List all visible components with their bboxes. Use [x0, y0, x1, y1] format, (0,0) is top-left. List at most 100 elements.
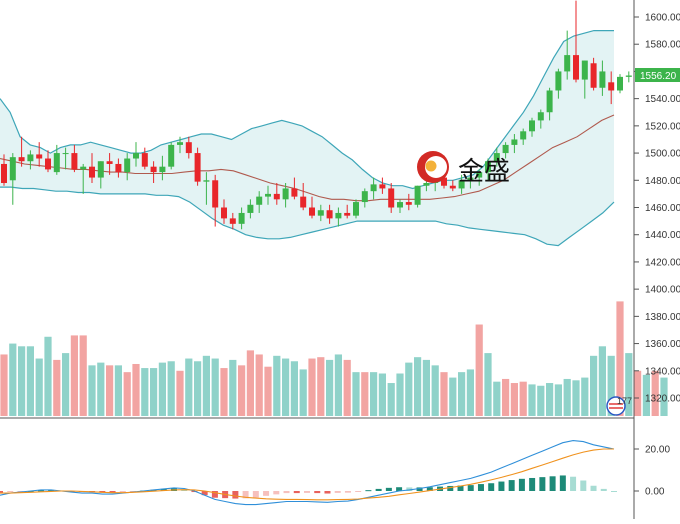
price-tick-label: 1420.00: [645, 257, 680, 268]
volume-bar: [194, 361, 202, 416]
volume-bar: [405, 362, 413, 416]
macd-histogram-bar: [457, 485, 464, 491]
candle-body: [590, 63, 597, 88]
macd-axis: 20.00 0.00: [634, 445, 670, 498]
macd-histogram-bar: [48, 489, 55, 491]
candle-body: [467, 177, 474, 181]
bollinger-upper-line: [0, 30, 614, 190]
candle-body: [282, 188, 289, 200]
macd-histogram-bar: [252, 491, 259, 498]
candle-body: [71, 153, 78, 170]
candle-body: [335, 212, 342, 219]
macd-histogram-bar: [160, 488, 167, 491]
candle-body: [520, 131, 527, 140]
volume-bar: [62, 353, 70, 416]
macd-histogram-bar: [477, 484, 484, 491]
volume-bar: [44, 336, 52, 416]
price-tick-label: 1460.00: [645, 203, 680, 214]
candle-body: [53, 153, 60, 173]
macd-histogram-bar: [201, 491, 208, 496]
volume-bar: [246, 350, 254, 416]
candle-body: [326, 210, 333, 219]
volume-bar: [414, 357, 422, 416]
tv-badge-count: 177: [617, 396, 632, 406]
globe-icon: [606, 396, 626, 416]
macd-histogram-bar: [498, 481, 505, 491]
volume-bar: [625, 353, 633, 416]
candle-body: [89, 166, 95, 178]
candle-body: [608, 82, 615, 91]
macd-histogram-bar: [385, 487, 392, 491]
price-tick-label: 1440.00: [645, 230, 680, 241]
candle-body: [379, 184, 386, 189]
candle-body: [493, 153, 500, 162]
macd-histogram-bar: [406, 487, 413, 491]
volume-bar: [510, 383, 518, 416]
price-tick-label: 1480.00: [645, 176, 680, 187]
candle-body: [546, 90, 553, 113]
macd-tick-label: 0.00: [645, 487, 665, 498]
price-tick-label: 1380.00: [645, 312, 680, 323]
macd-histogram-bar: [344, 491, 351, 493]
macd-histogram-bar: [130, 491, 137, 492]
candle-body: [423, 183, 430, 186]
volume-bar: [387, 383, 395, 416]
volume-bar: [370, 372, 378, 416]
candle-body: [265, 193, 271, 197]
macd-histogram-bar: [7, 491, 14, 493]
volume-bar: [519, 381, 527, 416]
volume-bar: [458, 372, 466, 416]
macd-histogram-bar: [17, 491, 24, 492]
volume-bar: [475, 324, 483, 416]
macd-histogram-bar: [426, 487, 433, 491]
candle-body: [537, 112, 544, 121]
price-tick-label: 1500.00: [645, 149, 680, 160]
macd-histogram-bar: [263, 491, 270, 496]
volume-bar: [502, 378, 510, 416]
volume-bar: [290, 361, 298, 416]
volume-bar: [651, 370, 659, 416]
volume-bar: [26, 346, 34, 416]
volume-bar: [660, 377, 668, 416]
volume-bar: [493, 381, 501, 416]
price-tick-label: 1540.00: [645, 94, 680, 105]
candle-body: [573, 55, 579, 80]
candle-body: [185, 142, 192, 154]
volume-bar: [238, 365, 246, 416]
volume-bar: [528, 384, 536, 416]
candle-body: [97, 161, 104, 178]
last-price-marker: 1556.20: [635, 68, 680, 82]
volume-bar: [607, 355, 615, 416]
candle-body: [106, 161, 113, 164]
candle-body: [291, 188, 298, 197]
candle-body: [511, 139, 518, 145]
macd-histogram-bar: [570, 476, 577, 491]
volume-bar: [352, 372, 360, 416]
macd-histogram-bar: [0, 491, 3, 494]
volume-bar: [114, 365, 122, 416]
macd-histogram-bar: [119, 491, 126, 493]
candle-body: [555, 71, 562, 91]
volume-bar: [35, 358, 43, 416]
candle-body: [414, 185, 421, 205]
candle-body: [18, 157, 25, 162]
tv-badge[interactable]: 177: [606, 396, 632, 416]
volume-bar: [581, 377, 589, 416]
macd-histogram-bar: [211, 491, 218, 498]
volume-bar: [616, 301, 624, 416]
macd-histogram-bar: [109, 491, 116, 493]
volume-bar: [185, 358, 193, 416]
candle-body: [221, 207, 227, 219]
volume-bar: [334, 354, 342, 416]
candle-body: [115, 163, 122, 173]
candle-body: [529, 120, 535, 132]
macd-histogram-bar: [590, 485, 597, 491]
volume-bar: [202, 355, 210, 416]
candle-body: [397, 202, 403, 208]
volume-bar: [378, 373, 386, 416]
volume-bar: [220, 368, 228, 416]
volume-bar: [484, 353, 492, 416]
candle-body: [449, 185, 456, 189]
